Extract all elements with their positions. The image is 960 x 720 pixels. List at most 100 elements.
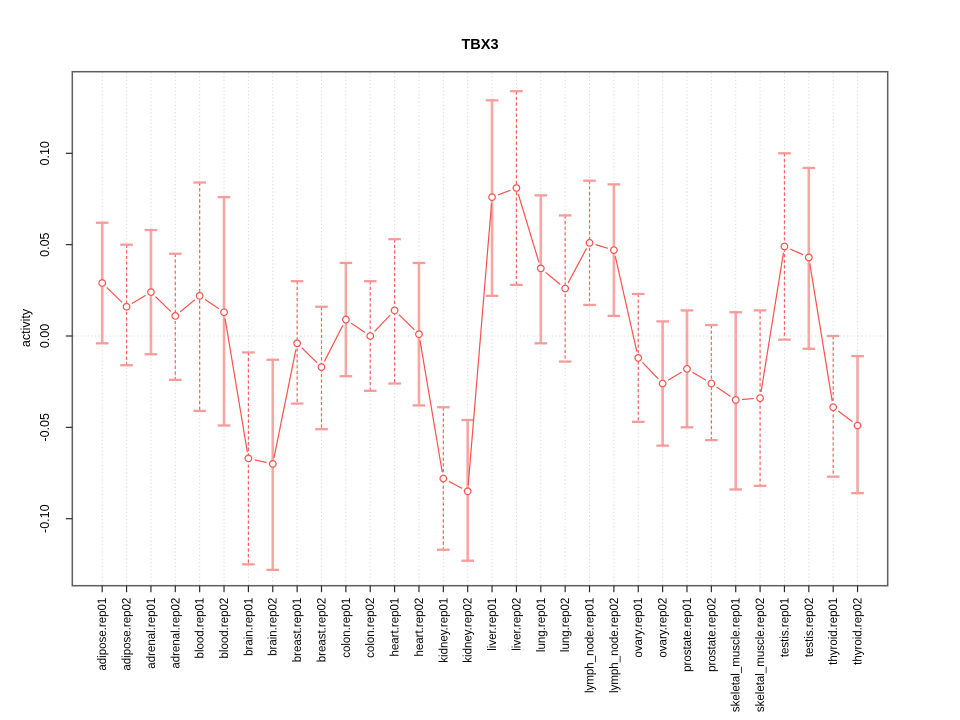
x-tick-label-adipose.rep01: adipose.rep01: [97, 598, 109, 671]
y-tick-label: -0.05: [38, 413, 52, 442]
x-tick-label-ovary.rep01: ovary.rep01: [633, 598, 645, 658]
series-segment: [545, 271, 561, 285]
error-bar-adipose.rep02: [120, 243, 133, 367]
series-segment: [614, 256, 638, 352]
data-point-blood.rep01: [195, 291, 204, 300]
data-point-adrenal.rep01: [147, 288, 155, 297]
series-segment: [567, 248, 588, 284]
x-tick-label-colon.rep02: colon.rep02: [365, 598, 377, 658]
data-point-colon.rep01: [341, 315, 350, 324]
error-bar-kidney.rep01: [437, 406, 450, 551]
series-segment: [809, 263, 833, 402]
data-points: [98, 184, 862, 496]
error-bar-heart.rep01: [388, 238, 401, 385]
series-segment: [667, 371, 682, 381]
series-segment: [323, 324, 344, 362]
y-tick-label: 0.00: [38, 324, 52, 348]
data-point-adipose.rep02: [122, 302, 131, 311]
error-bar-breast.rep01: [290, 280, 304, 405]
data-point-liver.rep02: [512, 184, 521, 192]
data-point-thyroid.rep02: [853, 421, 862, 430]
series-segment: [595, 244, 609, 249]
data-point-thyroid.rep01: [829, 403, 838, 412]
x-tick-label-blood.rep01: blood.rep01: [195, 598, 207, 659]
x-tick-label-lymph_node.rep02: lymph_node.rep02: [609, 598, 621, 693]
y-tick-label: 0.05: [38, 232, 52, 256]
data-point-blood.rep02: [220, 308, 228, 317]
data-point-skeletal_muscle.rep01: [731, 396, 740, 404]
x-tick-label-thyroid.rep01: thyroid.rep01: [828, 598, 840, 665]
y-axis-tick-labels: -0.10 -0.05 0.00 0.05 0.10: [38, 141, 52, 533]
series-segment: [517, 193, 540, 263]
series-segment: [497, 189, 511, 196]
data-point-lymph_node.rep01: [585, 238, 594, 247]
series-segment: [131, 294, 146, 305]
data-point-prostate.rep02: [707, 379, 716, 388]
x-tick-label-brain.rep01: brain.rep01: [243, 598, 255, 656]
error-bar-brain.rep01: [242, 351, 255, 566]
data-point-adrenal.rep02: [171, 312, 180, 320]
data-point-prostate.rep01: [683, 364, 691, 373]
x-axis-tick-labels: adipose.rep01 adipose.rep02 adrenal.rep01 a…: [97, 598, 864, 712]
error-bar-skeletal_muscle.rep02: [753, 309, 767, 487]
x-tick-label-prostate.rep01: prostate.rep01: [682, 598, 694, 672]
series-segment: [254, 459, 267, 464]
series-segment: [398, 314, 415, 331]
data-point-testis.rep02: [804, 253, 813, 262]
axis-ticks: [65, 152, 859, 593]
series-segment: [692, 371, 707, 381]
x-tick-label-lung.rep02: lung.rep02: [560, 598, 572, 652]
error-bar-colon.rep02: [363, 280, 377, 392]
data-point-heart.rep02: [415, 330, 423, 339]
x-tick-label-adrenal.rep02: adrenal.rep02: [170, 598, 182, 669]
x-tick-label-blood.rep02: blood.rep02: [219, 598, 231, 659]
series-segment: [467, 203, 493, 486]
x-tick-label-thyroid.rep02: thyroid.rep02: [853, 598, 865, 665]
x-tick-label-breast.rep02: breast.rep02: [316, 598, 328, 663]
data-point-heart.rep01: [390, 306, 399, 315]
data-point-ovary.rep01: [634, 354, 643, 362]
data-point-testis.rep01: [780, 242, 789, 251]
series-segment: [642, 362, 659, 380]
series-segment: [419, 340, 443, 473]
x-tick-label-liver.rep02: liver.rep02: [511, 598, 523, 651]
series-segment: [741, 397, 754, 401]
x-tick-label-kidney.rep02: kidney.rep02: [463, 598, 475, 663]
y-tick-label: 0.10: [38, 141, 52, 165]
data-point-breast.rep02: [317, 363, 326, 371]
x-tick-label-skeletal_muscle.rep01: skeletal_muscle.rep01: [731, 598, 743, 712]
x-tick-label-lymph_node.rep01: lymph_node.rep01: [585, 598, 597, 693]
data-point-kidney.rep01: [439, 474, 448, 483]
data-point-brain.rep01: [244, 454, 253, 463]
data-point-lymph_node.rep02: [609, 246, 618, 255]
series-segment: [301, 347, 318, 364]
series-segment: [350, 322, 366, 333]
series-segment: [760, 252, 785, 392]
y-tick-label: -0.10: [38, 504, 52, 533]
series-line: [106, 189, 853, 489]
data-point-skeletal_muscle.rep02: [756, 394, 764, 403]
data-point-liver.rep01: [488, 193, 496, 202]
series-segment: [837, 410, 853, 423]
series-segment: [155, 296, 172, 312]
series-segment: [374, 314, 391, 332]
series-segment: [273, 349, 297, 458]
x-tick-label-prostate.rep02: prostate.rep02: [706, 598, 718, 672]
x-tick-label-brain.rep02: brain.rep02: [268, 598, 280, 656]
data-point-kidney.rep02: [463, 487, 472, 496]
series-segment: [716, 386, 731, 397]
series-segment: [179, 299, 196, 313]
data-point-adipose.rep01: [98, 279, 107, 287]
data-point-breast.rep01: [293, 339, 302, 348]
data-point-brain.rep02: [268, 459, 277, 468]
error-bar-breast.rep02: [315, 305, 328, 431]
x-tick-label-lung.rep01: lung.rep01: [536, 598, 548, 652]
x-tick-label-skeletal_muscle.rep02: skeletal_muscle.rep02: [755, 598, 767, 712]
x-tick-label-breast.rep01: breast.rep01: [292, 598, 304, 663]
series-segment: [789, 248, 804, 256]
x-tick-label-testis.rep02: testis.rep02: [804, 598, 816, 657]
x-tick-label-ovary.rep02: ovary.rep02: [658, 598, 670, 658]
gridlines: [101, 72, 859, 585]
